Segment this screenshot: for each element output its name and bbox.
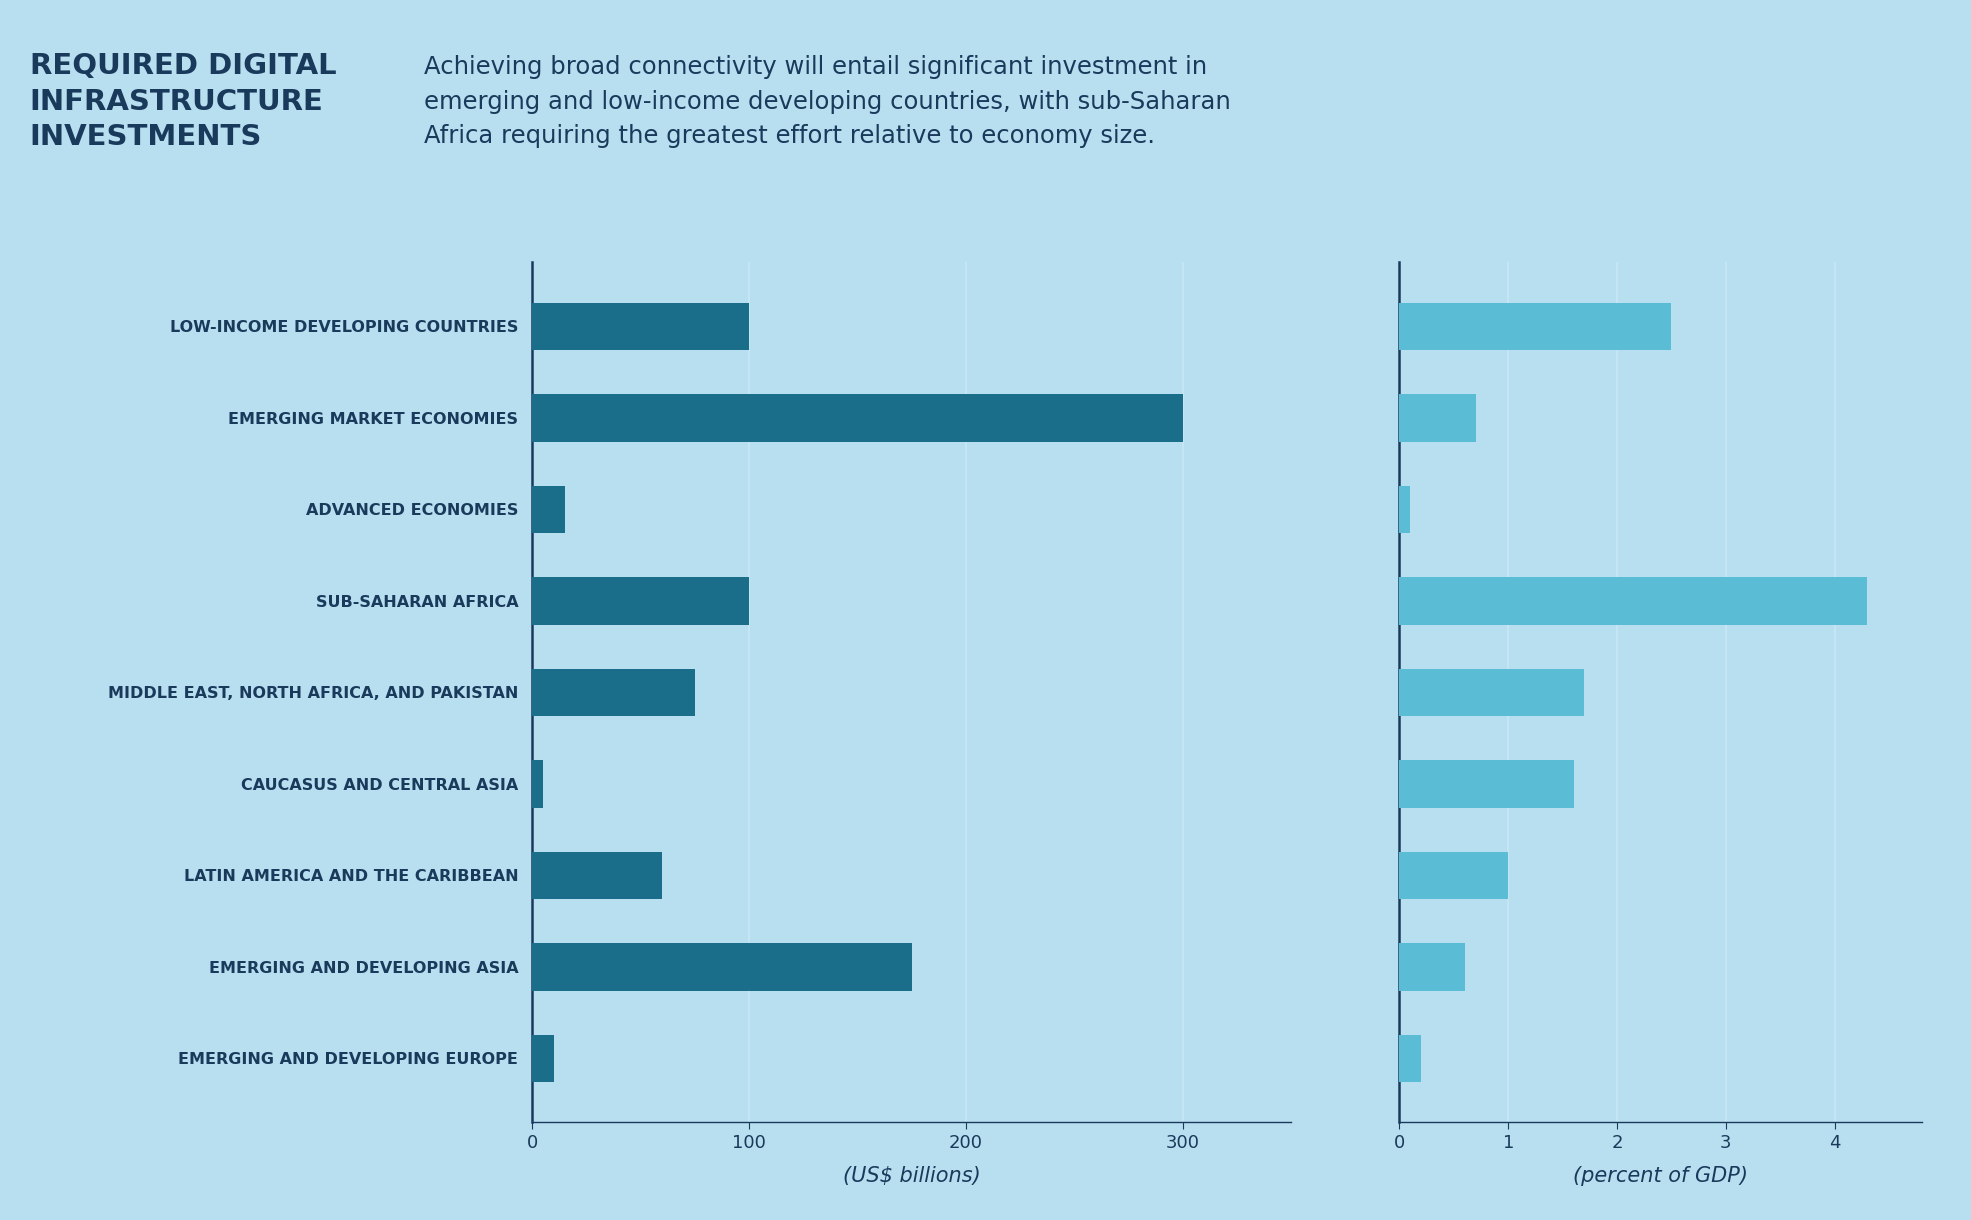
Bar (532, 1035, 554, 1082)
Bar (532, 303, 749, 350)
Bar (1399, 852, 1508, 899)
Text: Achieving broad connectivity will entail significant investment in
emerging and : Achieving broad connectivity will entail… (424, 55, 1230, 148)
Bar (532, 943, 911, 991)
Bar (1399, 486, 1411, 533)
Bar (1399, 760, 1573, 808)
Bar (532, 486, 564, 533)
Bar (532, 669, 694, 716)
Bar (1399, 577, 1867, 625)
X-axis label: (US$ billions): (US$ billions) (844, 1166, 980, 1186)
Bar (1399, 394, 1476, 442)
Bar (532, 852, 662, 899)
Bar (532, 394, 1183, 442)
Bar (532, 577, 749, 625)
Bar (1399, 943, 1464, 991)
Text: REQUIRED DIGITAL
INFRASTRUCTURE
INVESTMENTS: REQUIRED DIGITAL INFRASTRUCTURE INVESTME… (30, 52, 337, 151)
Bar (1399, 669, 1585, 716)
X-axis label: (percent of GDP): (percent of GDP) (1573, 1166, 1748, 1186)
Bar (1399, 1035, 1421, 1082)
Bar (1399, 303, 1671, 350)
Bar (532, 760, 544, 808)
